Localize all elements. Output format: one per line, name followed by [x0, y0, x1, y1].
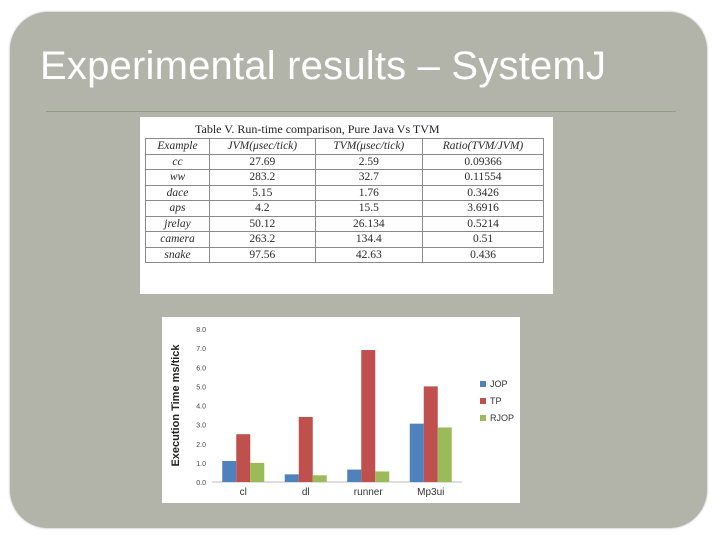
table-row: jrelay 50.12 26.134 0.5214: [145, 215, 544, 232]
y-tick-label: 6.0: [196, 365, 206, 372]
y-tick-label: 0.0: [196, 480, 206, 487]
cell-jvm: 263.2: [209, 231, 316, 248]
cell-ratio: 3.6916: [422, 200, 544, 217]
bar-tp-cl: [236, 434, 251, 482]
bar-tp-runner: [361, 350, 376, 482]
bar-jop-dl: [284, 474, 299, 482]
cell-example: aps: [145, 200, 210, 217]
y-tick-label: 5.0: [196, 384, 206, 391]
bar-rjop-dl: [312, 475, 327, 482]
cell-ratio: 0.51: [422, 231, 544, 248]
header-ratio: Ratio(TVM/JVM): [422, 138, 544, 155]
x-tick-label: runner: [354, 487, 384, 498]
table-row: camera 263.2 134.4 0.51: [145, 231, 544, 248]
cell-tvm: 134.4: [314, 231, 424, 248]
cell-example: jrelay: [145, 215, 210, 232]
bar-rjop-cl: [250, 462, 265, 482]
y-tick-label: 3.0: [196, 423, 206, 430]
bar-jop-cl: [222, 460, 237, 482]
cell-example: camera: [145, 231, 210, 248]
cell-example: ww: [145, 169, 210, 186]
header-example: Example: [145, 138, 210, 155]
cell-ratio: 0.3426: [422, 184, 544, 201]
table-header-row: Example JVM(μsec/tick) TVM(μsec/tick) Ra…: [145, 138, 544, 155]
x-tick-label: cl: [240, 487, 247, 498]
x-tick-label: Mp3ui: [417, 487, 444, 498]
slide-title: Experimental results – SystemJ: [40, 44, 607, 88]
table-row: ww 283.2 32.7 0.11554: [145, 169, 544, 186]
y-tick-label: 2.0: [196, 442, 206, 449]
cell-tvm: 32.7: [314, 169, 424, 186]
cell-tvm: 1.76: [314, 184, 424, 201]
cell-example: dace: [145, 184, 210, 201]
cell-tvm: 42.63: [314, 246, 424, 263]
table-row: aps 4.2 15.5 3.6916: [145, 200, 544, 217]
legend-label-tp: TP: [490, 396, 502, 406]
execution-time-chart-image: Execution Time ms/tick 0.0 1.0 2.0 3.0 4.0 5.0…: [162, 317, 520, 503]
y-tick-label: 1.0: [196, 461, 206, 468]
bar-jop-mp3ui: [409, 423, 424, 482]
bar-tp-dl: [298, 416, 313, 482]
cell-jvm: 5.15: [209, 184, 316, 201]
header-tvm: TVM(μsec/tick): [314, 138, 424, 155]
bar-jop-runner: [347, 469, 362, 482]
legend-label-jop: JOP: [490, 379, 508, 389]
y-axis-label: Execution Time ms/tick: [170, 344, 182, 467]
cell-jvm: 4.2: [209, 200, 316, 217]
table-row: cc 27.69 2.59 0.09366: [145, 153, 544, 170]
cell-example: cc: [145, 153, 210, 170]
cell-tvm: 26.134: [314, 215, 424, 232]
legend-label-rjop: RJOP: [490, 413, 514, 423]
header-jvm: JVM(μsec/tick): [209, 138, 316, 155]
title-divider: [46, 111, 676, 112]
y-tick-label: 8.0: [196, 327, 206, 334]
table-row: dace 5.15 1.76 0.3426: [145, 184, 544, 201]
runtime-table: Example JVM(μsec/tick) TVM(μsec/tick) Ra…: [145, 138, 544, 263]
bar-rjop-mp3ui: [437, 427, 452, 482]
y-tick-label: 7.0: [196, 346, 206, 353]
cell-ratio: 0.11554: [422, 169, 544, 186]
cell-jvm: 50.12: [209, 215, 316, 232]
cell-jvm: 27.69: [209, 153, 316, 170]
cell-jvm: 97.56: [209, 246, 316, 263]
cell-ratio: 0.436: [422, 246, 544, 263]
cell-tvm: 2.59: [314, 153, 424, 170]
table-caption: Table V. Run-time comparison, Pure Java …: [195, 122, 440, 136]
cell-jvm: 283.2: [209, 169, 316, 186]
runtime-table-image: Table V. Run-time comparison, Pure Java …: [140, 117, 553, 294]
legend-swatch-rjop: [480, 415, 486, 421]
cell-tvm: 15.5: [314, 200, 424, 217]
cell-ratio: 0.09366: [422, 153, 544, 170]
cell-example: snake: [145, 246, 210, 263]
x-tick-label: dl: [302, 487, 310, 498]
legend-swatch-jop: [480, 381, 486, 387]
legend-swatch-tp: [480, 398, 486, 404]
table-row: snake 97.56 42.63 0.436: [145, 246, 544, 263]
bar-rjop-runner: [375, 471, 390, 482]
execution-time-chart: Execution Time ms/tick 0.0 1.0 2.0 3.0 4.0 5.0…: [170, 327, 514, 498]
bar-tp-mp3ui: [423, 386, 438, 482]
cell-ratio: 0.5214: [422, 215, 544, 232]
y-tick-label: 4.0: [196, 404, 206, 411]
